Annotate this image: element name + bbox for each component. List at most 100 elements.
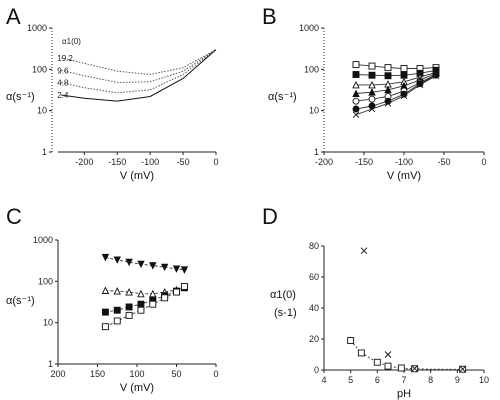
y-tick-label-c: 1 [48, 359, 53, 369]
data-point-b [384, 100, 392, 107]
data-point-d [373, 358, 381, 366]
data-point-c [113, 256, 121, 264]
data-point-c [125, 258, 133, 267]
x-tick-label-d: 5 [348, 375, 353, 385]
data-point-c [101, 323, 109, 331]
x-tick-label-c: 100 [129, 369, 144, 379]
panel-letter-a: A [6, 4, 21, 29]
fit-line-b [355, 75, 437, 116]
data-point-c [125, 288, 133, 296]
series-line-a [61, 49, 217, 94]
x-tick-label-c: 50 [171, 369, 181, 379]
y-axis-label-c: α(s⁻¹) [6, 295, 35, 307]
panel-letter-d: D [262, 204, 278, 229]
data-point-b [352, 80, 360, 89]
data-point-b [400, 90, 408, 98]
x-tick-label-a: -200 [75, 157, 93, 167]
data-point-c [113, 317, 121, 325]
y-tick-label-b: 1000 [299, 23, 319, 33]
data-point-b [352, 97, 360, 105]
x-tick-label-d: 6 [375, 375, 380, 385]
x-tick-label-c: 0 [213, 369, 218, 379]
y-tick-label-a: 10 [37, 106, 47, 116]
data-point-b [384, 85, 392, 94]
x-axis-label-d: pH [397, 388, 411, 400]
x-tick-label-b: -200 [315, 157, 333, 167]
data-point-c [125, 303, 133, 311]
data-point-b [368, 71, 376, 79]
x-tick-label-a: -100 [141, 157, 159, 167]
data-point-b [384, 72, 392, 80]
data-point-b [368, 95, 376, 103]
data-point-c [149, 262, 157, 270]
data-point-b [400, 65, 408, 72]
x-tick-label-a: -50 [177, 157, 190, 167]
data-point-c [113, 306, 121, 314]
data-point-c [137, 300, 145, 308]
y-tick-label-c: 100 [38, 276, 53, 286]
data-point-b [416, 81, 424, 89]
x-tick-label-d: 4 [321, 375, 326, 385]
x-tick-label-b: -100 [395, 157, 413, 167]
fit-line-b [356, 71, 437, 86]
data-point-c [149, 300, 157, 308]
y-tick-label-d: 80 [309, 241, 319, 251]
y-tick-label-a: 1000 [27, 23, 47, 33]
data-point-b [368, 105, 376, 113]
data-point-c [125, 311, 133, 319]
y-tick-label-d: 20 [309, 334, 319, 344]
data-point-c [113, 287, 121, 295]
data-point-c [137, 289, 145, 298]
series-label-a: 19.2 [57, 54, 73, 63]
data-point-c [101, 308, 109, 316]
x-tick-label-d: 8 [428, 375, 433, 385]
legend-title-a: α1(0) [62, 37, 81, 46]
data-point-b [368, 88, 376, 96]
data-point-c [160, 263, 169, 272]
panel-letter-b: B [262, 4, 277, 29]
x-tick-label-b: 0 [481, 157, 486, 167]
y-axis-label-d: α1(0) [270, 289, 296, 301]
data-point-b [368, 62, 376, 70]
fit-line-b [355, 72, 437, 94]
data-point-c [137, 260, 145, 269]
y-tick-label-a: 100 [32, 64, 47, 74]
data-point-d [357, 349, 365, 357]
data-point-d [360, 247, 368, 254]
y-tick-label-d: 60 [309, 272, 319, 282]
data-point-b [352, 111, 360, 118]
data-point-b [352, 71, 360, 78]
y-axis-unit-d: (s-1) [274, 307, 297, 319]
data-point-c [137, 306, 145, 314]
data-point-d [411, 365, 418, 372]
data-point-c [101, 253, 110, 262]
y-tick-label-d: 40 [309, 303, 319, 313]
data-point-b [400, 92, 408, 100]
y-tick-label-d: 0 [314, 365, 319, 375]
data-point-d [384, 362, 392, 370]
data-point-d [347, 337, 355, 344]
x-tick-label-b: -150 [355, 157, 373, 167]
data-point-b [432, 72, 440, 80]
x-tick-label-a: 0 [213, 157, 218, 167]
series-line-a [61, 49, 217, 76]
data-point-d [397, 364, 405, 372]
y-tick-label-b: 100 [304, 64, 319, 74]
fit-line-d [350, 340, 463, 370]
x-tick-label-d: 9 [455, 375, 460, 385]
y-tick-label-b: 1 [314, 147, 319, 157]
x-tick-label-c: 200 [50, 369, 65, 379]
y-axis-label-b: α(s⁻¹) [268, 91, 297, 103]
data-point-c [173, 288, 180, 296]
panel-letter-c: C [6, 204, 22, 229]
series-label-a: 4.8 [57, 79, 69, 88]
data-point-c [101, 286, 110, 294]
data-point-b [400, 71, 408, 79]
data-point-b [352, 89, 360, 97]
fit-line-c [105, 287, 185, 295]
series-line-a [61, 49, 217, 102]
y-tick-label-b: 10 [309, 106, 319, 116]
y-axis-label-a: α(s⁻¹) [6, 91, 35, 103]
data-point-c [180, 283, 188, 290]
